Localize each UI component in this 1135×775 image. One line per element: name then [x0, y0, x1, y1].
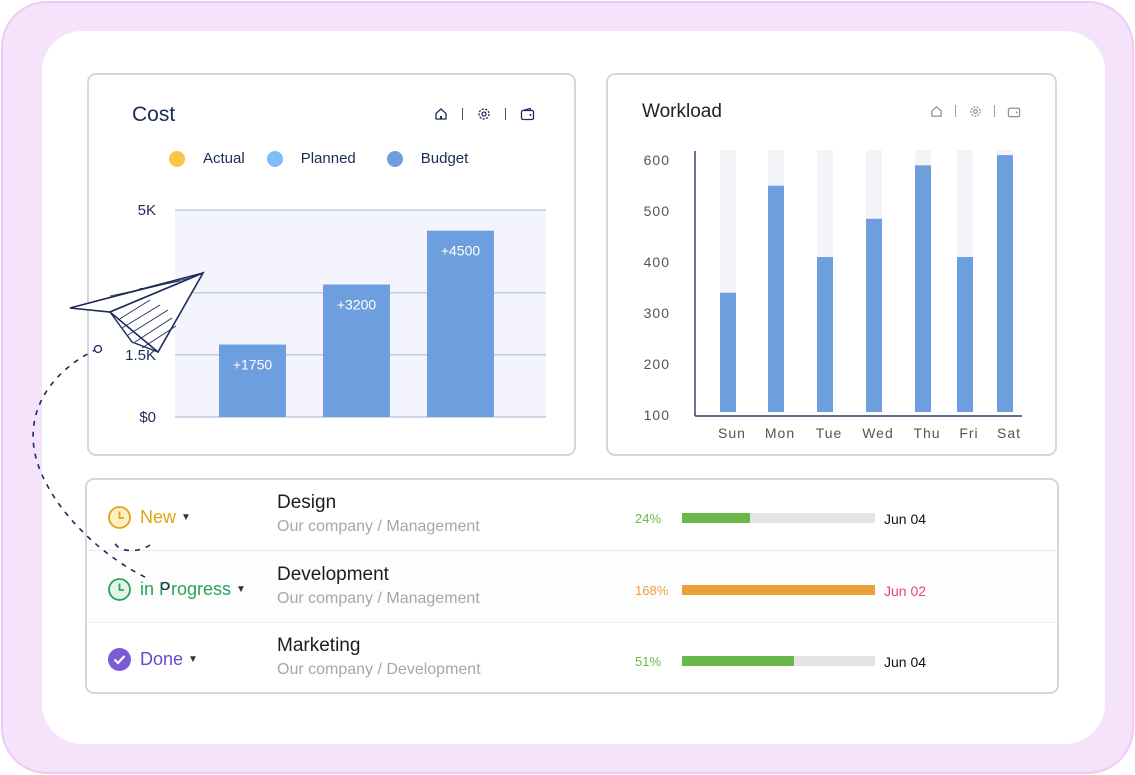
x-tick-label: Wed [862, 425, 894, 441]
chevron-down-icon: ▼ [181, 512, 191, 523]
bar [915, 165, 931, 412]
clock-icon [108, 578, 131, 601]
progress-percent: 24% [635, 511, 662, 526]
x-tick-label: Tue [816, 425, 843, 441]
y-tick-label: 5K [138, 202, 156, 219]
legend-budget-label: Budget [420, 150, 469, 167]
cost-bar-chart: 5K 3K 1.5K $0 +1750 +3200 +4500 [125, 202, 546, 426]
workload-toolbar [928, 103, 1022, 119]
toolbar-divider [462, 108, 463, 120]
progress-bar [682, 585, 875, 595]
progress-bar [682, 513, 875, 523]
bar [997, 155, 1013, 412]
status-dropdown[interactable]: New ▼ [107, 505, 191, 530]
workload-bar-chart: 600 500 400 300 200 100 Sun Mon Tue Wed Thu Fri Sat [644, 150, 1022, 441]
progress-percent: 168% [635, 583, 669, 598]
due-date: Jun 04 [884, 511, 927, 527]
y-tick-label: 100 [644, 407, 670, 423]
status-label: Done [140, 649, 184, 669]
due-date: Jun 04 [884, 654, 927, 670]
cost-title: Cost [132, 103, 176, 126]
cost-legend: Actual Planned Budget [169, 150, 484, 167]
bar [219, 344, 286, 417]
task-list: New ▼ Design Our company / Management 24… [85, 478, 1059, 694]
x-tick-label: Thu [913, 425, 940, 441]
legend-actual-swatch [169, 150, 185, 167]
check-circle-icon [108, 648, 131, 671]
wallet-icon[interactable] [519, 106, 535, 122]
cost-toolbar [433, 106, 535, 122]
x-tick-label: Mon [765, 425, 795, 441]
task-subtitle: Our company / Development [277, 661, 481, 678]
task-name: Design [277, 492, 337, 513]
table-row[interactable]: Done ▼ Marketing Our company / Developme… [87, 623, 1057, 692]
status-dropdown[interactable]: in Progress ▼ [107, 577, 246, 602]
progress-bar [682, 656, 875, 666]
toolbar-divider [955, 105, 956, 117]
legend-budget-swatch [386, 150, 403, 167]
task-name: Marketing [277, 635, 361, 656]
status-label: New [140, 507, 177, 527]
status-label: in Progress [140, 579, 232, 599]
progress-percent: 51% [635, 654, 662, 669]
due-date: Jun 02 [884, 583, 927, 599]
bar-label: +3200 [337, 297, 377, 313]
cost-card: Cost Actual Planned Budget 5K 3K 1.5K $0 +17… [87, 73, 576, 456]
chevron-down-icon: ▼ [236, 584, 246, 595]
home-icon[interactable] [433, 106, 449, 122]
y-tick-label: 3K [138, 285, 156, 302]
bar [866, 218, 882, 412]
progress-fill [682, 513, 750, 523]
y-tick-label: 1.5K [125, 347, 156, 364]
y-tick-label: 500 [644, 203, 670, 219]
toolbar-divider [994, 105, 995, 117]
y-tick-label: 200 [644, 356, 670, 372]
progress-fill [682, 585, 875, 595]
settings-icon[interactable] [476, 106, 492, 122]
task-subtitle: Our company / Management [277, 518, 480, 535]
clock-icon [108, 506, 131, 529]
x-tick-label: Sun [718, 425, 746, 441]
chevron-down-icon: ▼ [188, 654, 198, 665]
home-icon[interactable] [928, 103, 944, 119]
bar [957, 257, 973, 412]
bar [323, 284, 390, 417]
bar-label: +4500 [441, 243, 481, 259]
task-subtitle: Our company / Management [277, 590, 480, 607]
toolbar-divider [505, 108, 506, 120]
legend-actual-label: Actual [203, 150, 245, 167]
legend-planned-label: Planned [300, 150, 356, 167]
bar [768, 185, 784, 412]
y-tick-label: 300 [644, 305, 670, 321]
task-name: Development [277, 564, 389, 585]
workload-title: Workload [642, 101, 722, 122]
y-tick-label: 600 [644, 152, 670, 168]
bar [427, 230, 494, 417]
workload-card: Workload 600 500 400 300 200 100 Sun Mon Tue Wed T… [606, 73, 1057, 456]
status-dropdown[interactable]: Done ▼ [107, 647, 198, 672]
settings-icon[interactable] [967, 103, 983, 119]
table-row[interactable]: in Progress ▼ Development Our company / … [87, 552, 1057, 623]
bar [817, 257, 833, 412]
bar [720, 292, 736, 412]
x-tick-label: Fri [959, 425, 978, 441]
table-row[interactable]: New ▼ Design Our company / Management 24… [87, 480, 1057, 551]
progress-fill [682, 656, 794, 666]
legend-planned-swatch [266, 150, 283, 167]
y-tick-label: $0 [139, 409, 156, 426]
bar-label: +1750 [233, 357, 273, 373]
y-tick-label: 400 [644, 254, 670, 270]
x-tick-label: Sat [997, 425, 1021, 441]
wallet-icon[interactable] [1006, 103, 1022, 119]
